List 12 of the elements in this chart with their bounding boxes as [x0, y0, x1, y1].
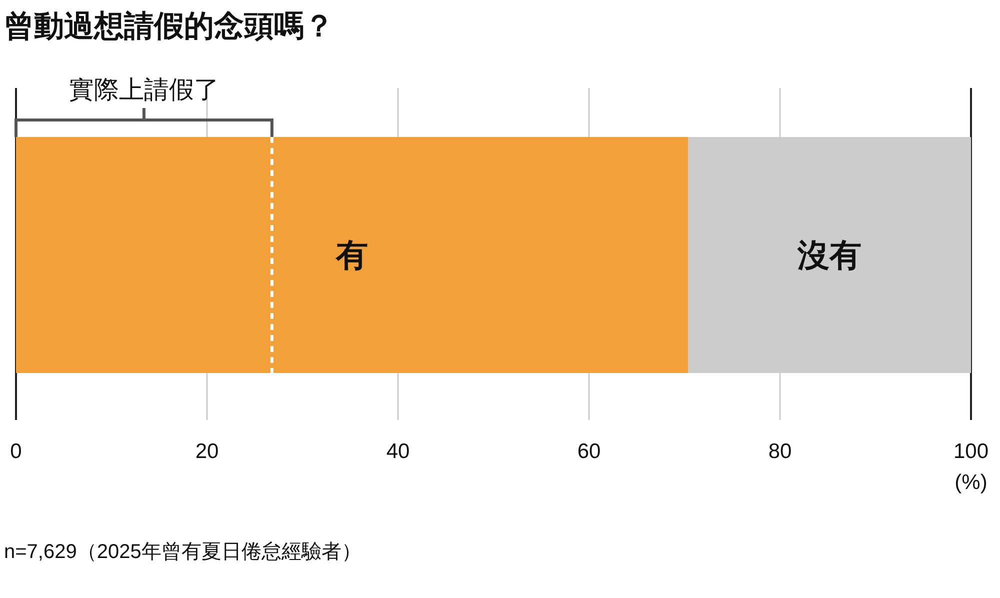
x-tick-label: 20: [195, 440, 219, 463]
x-tick-label: 60: [577, 440, 601, 463]
x-tick-label: 80: [768, 440, 792, 463]
x-tick-label: 0: [10, 440, 22, 463]
x-tick-label: 100: [953, 440, 989, 463]
text: n=7,629（2025年曾有夏日倦怠經驗者）: [4, 541, 362, 563]
ref-line-label: 實際上請假了: [68, 76, 219, 104]
x-tick-label: 40: [386, 440, 410, 463]
x-axis-title: (%): [954, 471, 988, 494]
series-label: 沒有: [796, 237, 862, 273]
chart-title: 曾動過想請假的念頭嗎？: [4, 10, 334, 43]
series-label: 有: [335, 237, 368, 273]
